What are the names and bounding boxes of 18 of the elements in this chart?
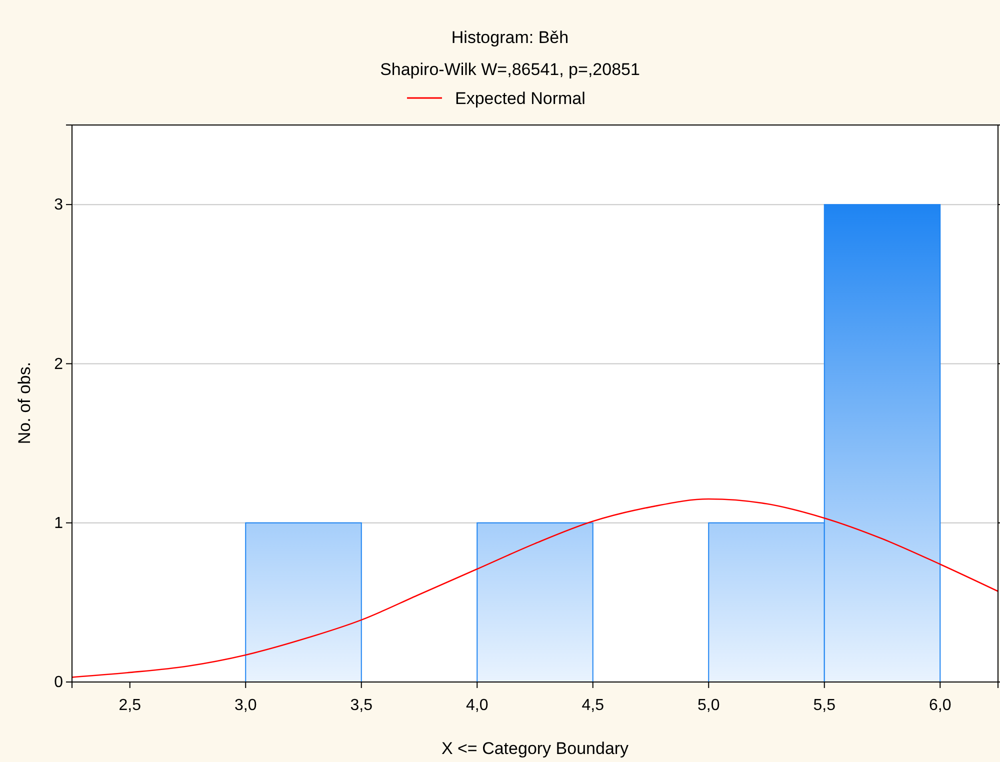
legend-label: Expected Normal (455, 89, 586, 108)
x-tick-label: 6,0 (929, 697, 952, 714)
x-tick-label: 4,0 (466, 697, 488, 714)
y-tick-label: 1 (54, 514, 64, 532)
x-tick-label: 5,0 (698, 697, 720, 714)
y-tick-label: 2 (54, 356, 64, 373)
x-axis-title: X <= Category Boundary (441, 739, 630, 758)
y-tick-label: 3 (54, 196, 64, 214)
x-tick-label: 4,5 (582, 697, 604, 714)
line-series (71, 498, 999, 678)
chart-title: Histogram: Běh (451, 28, 569, 47)
chart-subtitle: Shapiro-Wilk W=,86541, p=,20851 (380, 60, 640, 79)
x-tick-label: 3,0 (234, 697, 257, 714)
y-tick-label: 0 (54, 674, 64, 692)
x-tick-label: 3,5 (350, 697, 373, 714)
x-tick-label: 5,5 (813, 697, 836, 714)
x-tick-label: 2,5 (118, 697, 142, 714)
y-axis-title: No. of obs. (15, 362, 34, 444)
